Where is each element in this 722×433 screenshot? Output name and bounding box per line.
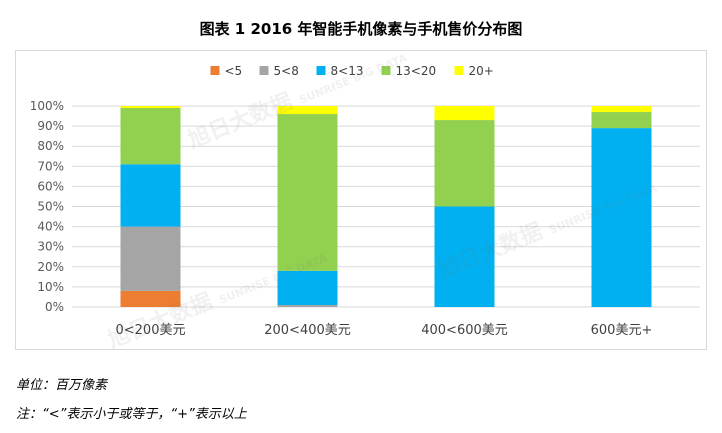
y-tick-label: 30% <box>37 240 64 254</box>
bar-segment <box>591 106 652 113</box>
legend-swatch <box>454 66 464 75</box>
bar-segment <box>120 106 181 109</box>
bar-segment <box>120 290 181 307</box>
bar-segment <box>277 304 338 307</box>
y-tick-label: 20% <box>37 260 64 274</box>
bar-segment <box>120 164 181 227</box>
bar-segment <box>591 128 652 307</box>
bar-segment <box>120 108 181 165</box>
legend-label: 13<20 <box>396 64 437 78</box>
x-tick-label: 600美元+ <box>591 323 653 338</box>
y-tick-label: 80% <box>37 139 64 153</box>
y-tick-label: 40% <box>37 220 64 234</box>
y-tick-label: 100% <box>30 99 64 113</box>
legend-swatch <box>210 66 220 75</box>
legend-swatch <box>259 66 269 75</box>
bar-segment <box>277 270 338 305</box>
bar-segment <box>591 112 652 129</box>
legend-label: <5 <box>225 64 243 78</box>
y-tick-label: 50% <box>37 200 64 214</box>
y-tick-label: 0% <box>45 300 64 314</box>
bar-segment <box>120 226 181 291</box>
x-tick-label: 0<200美元 <box>116 323 186 338</box>
y-tick-label: 10% <box>37 280 64 294</box>
y-tick-label: 70% <box>37 159 64 173</box>
y-tick-label: 90% <box>37 119 64 133</box>
chart-title: 图表 1 2016 年智能手机像素与手机售价分布图 <box>199 20 523 38</box>
legend-label: 20+ <box>469 64 494 78</box>
legend-note: 注：“<”表示小于或等于，“+”表示以上 <box>16 407 247 422</box>
bar-segment <box>434 120 495 207</box>
chart-frame <box>15 50 707 350</box>
legend-swatch <box>316 66 326 75</box>
y-tick-label: 60% <box>37 179 64 193</box>
x-tick-label: 200<400美元 <box>264 323 351 338</box>
bar-segment <box>434 206 495 307</box>
legend-label: 8<13 <box>331 64 364 78</box>
unit-note: 单位：百万像素 <box>16 378 108 393</box>
bar-segment <box>277 106 338 115</box>
legend-swatch <box>381 66 391 75</box>
bar-segment <box>277 114 338 271</box>
legend-label: 5<8 <box>274 64 299 78</box>
bar-segment <box>434 106 495 121</box>
x-tick-label: 400<600美元 <box>421 323 508 338</box>
